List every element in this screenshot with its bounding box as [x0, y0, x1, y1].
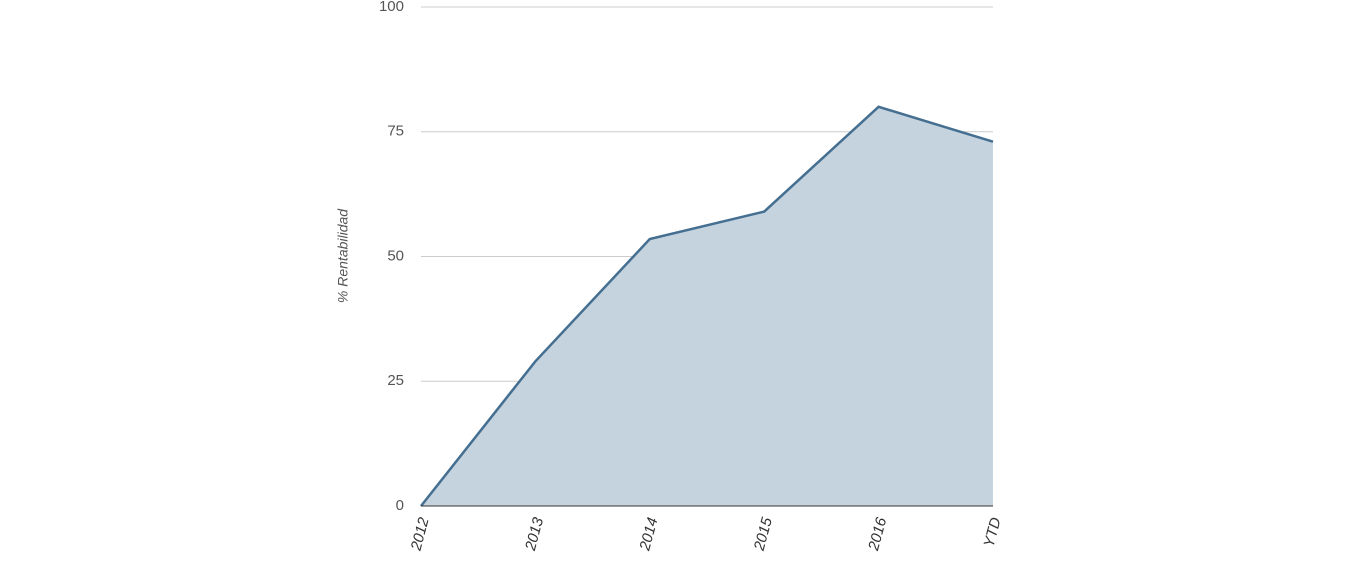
y-axis-label: % Rentabilidad [335, 208, 351, 303]
area-line [420, 105, 994, 507]
y-tick-label: 100 [379, 0, 404, 15]
y-tick-label: 75 [387, 123, 404, 140]
x-tick-label: 2015 [751, 515, 776, 553]
x-tick-label: 2014 [636, 516, 661, 554]
y-tick-label: 0 [396, 497, 404, 514]
y-tick-label: 50 [387, 247, 404, 264]
y-tick-label: 25 [387, 372, 404, 389]
x-tick-label: 2016 [865, 515, 890, 553]
x-tick-label: YTD [981, 516, 1005, 550]
area-fill [421, 106, 993, 507]
x-tick-label: 2012 [407, 515, 432, 553]
x-tick-label: 2013 [522, 515, 547, 553]
